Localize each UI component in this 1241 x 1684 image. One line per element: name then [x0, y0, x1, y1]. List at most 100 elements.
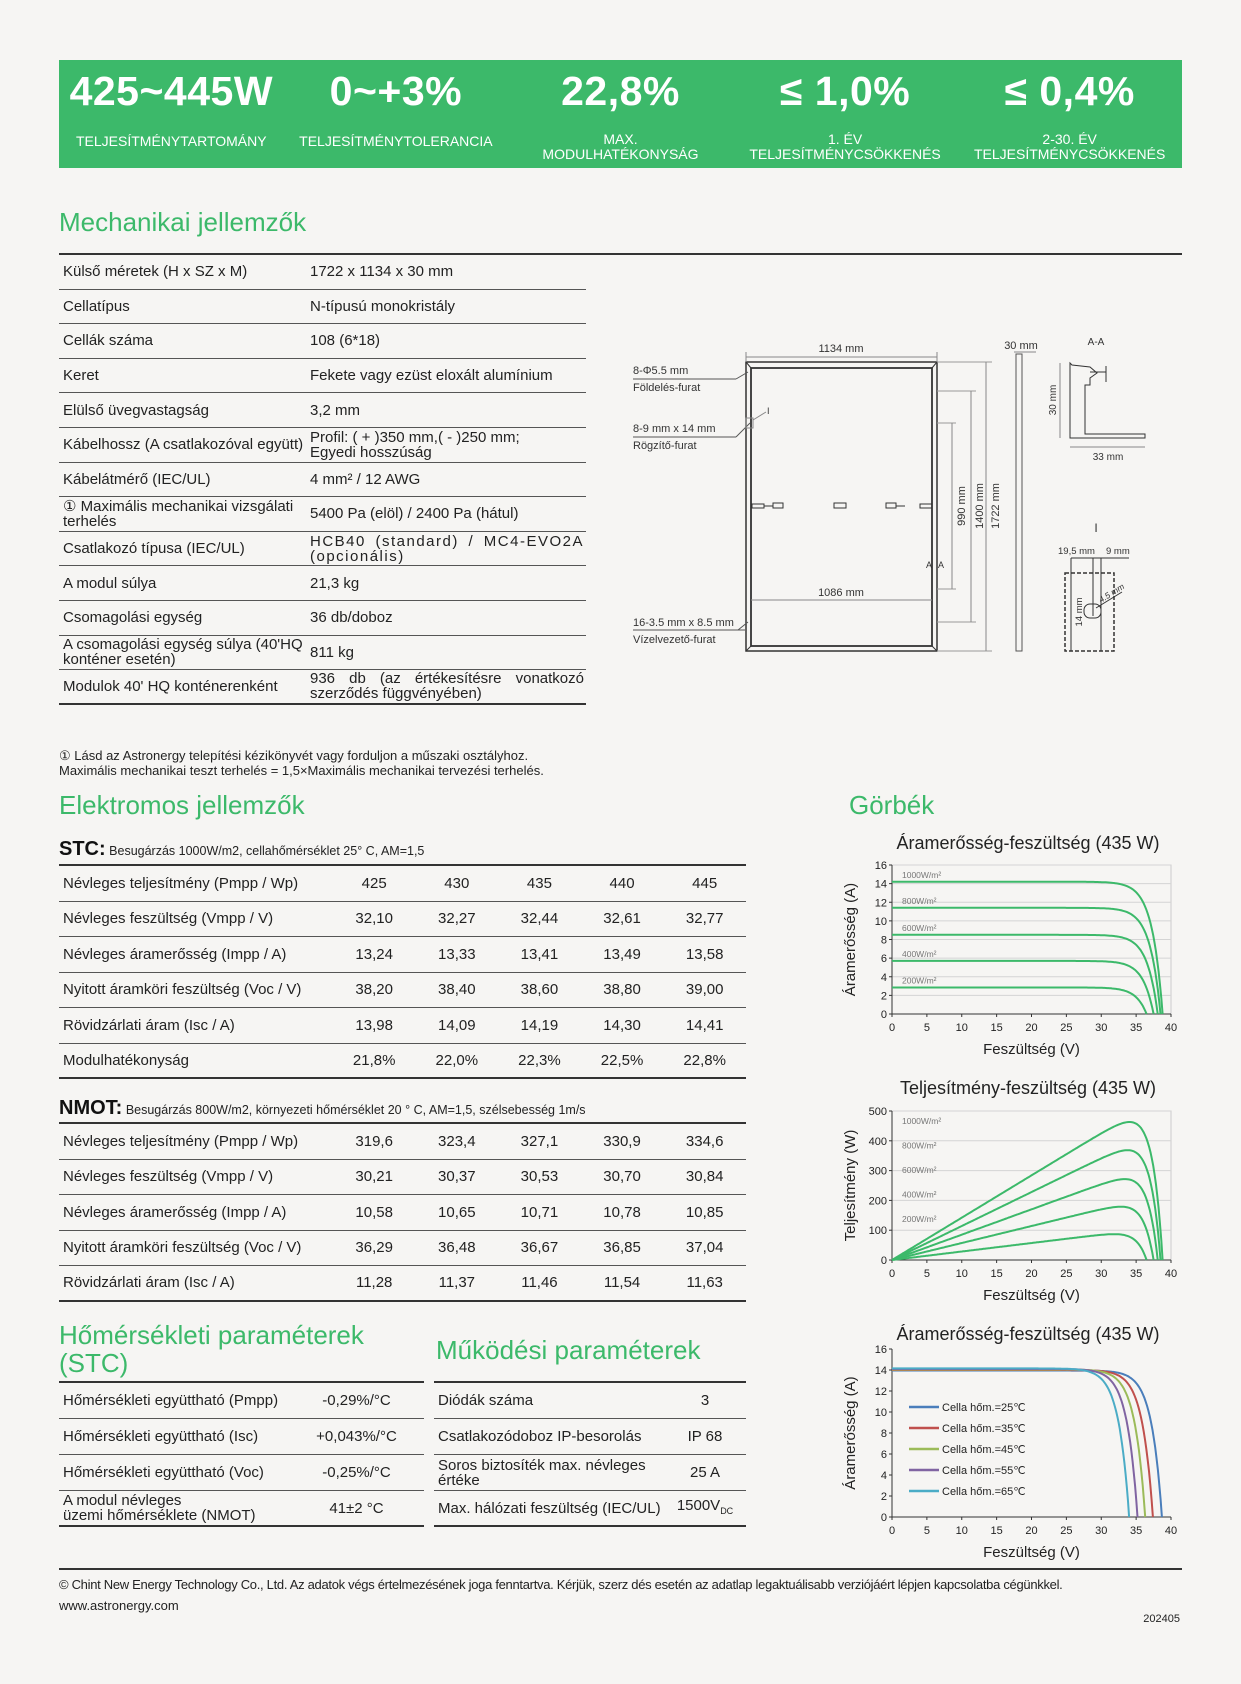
x-tick-label: 10	[956, 1525, 968, 1537]
section-height: 30 mm	[1048, 385, 1059, 416]
row-label: Soros biztosíték max. névleges értéke	[438, 1456, 646, 1489]
nmot-conditions: NMOT: Besugárzás 800W/m2, környezeti hőm…	[59, 1097, 586, 1120]
row-label: Névleges teljesítmény (Pmpp / Wp)	[63, 874, 299, 892]
value-text: 3	[700, 1392, 710, 1409]
row-label: Rövidzárlati áram (Isc / A)	[63, 1016, 235, 1034]
side-profile	[1015, 353, 1023, 652]
cell-value: 32,61	[603, 910, 641, 928]
row-value: N-típusú monokristály	[310, 297, 456, 315]
operating-table: Diódák száma 3 Csatlakozódoboz IP-besorolá…	[434, 1381, 746, 1527]
row-label: Nyitott áramköri feszültség (Voc / V)	[63, 1239, 302, 1257]
row-label: A modul súlya	[63, 574, 157, 592]
value-text: 25 A	[689, 1464, 721, 1481]
row-label: Modulhatékonyság	[63, 1051, 189, 1069]
legend-label: Cella hőm.=35℃	[942, 1423, 1026, 1435]
x-axis-label: Feszültség (V)	[983, 1287, 1080, 1304]
table-row: Hőmérsékleti együttható (Pmpp) -0,29%/°C	[59, 1383, 424, 1419]
cell-value: 32,44	[520, 910, 559, 928]
row-label: Csatlakozódoboz IP-besorolás	[438, 1428, 642, 1445]
row-label: Csatlakozó típusa (IEC/UL)	[63, 540, 245, 558]
kpi-3: ≤ 1,0% 1. ÉV TELJESÍTMÉNYCSÖKKENÉS	[733, 60, 958, 168]
dim-1400: 1400 mm	[974, 483, 986, 529]
cell-value: 32,77	[685, 910, 724, 928]
iv-irradiance-chart: 0 2 4 6 8 10 12 14 16 0 5 10 15 20 25 30 35 40 Feszültség …	[842, 860, 1177, 1058]
cell-value: 319,6	[355, 1132, 393, 1150]
row-label: A modul névleges üzemi hőmérséklete (NMO…	[63, 1492, 256, 1524]
cell-value: 445	[692, 874, 718, 892]
stc-label: STC:	[59, 838, 106, 860]
y-tick-label: 4	[881, 972, 887, 984]
x-tick-label: 35	[1130, 1022, 1142, 1034]
temperature-title-line1: Hőmérsékleti paraméterek	[59, 1320, 364, 1350]
table-row: A csomagolási egység súlya (40'HQ kontén…	[59, 636, 586, 671]
panel-inner-frame	[750, 367, 933, 647]
row-label: ① Maximális mechanikai vizsgálati terhel…	[63, 497, 294, 530]
table-row: ① Maximális mechanikai vizsgálati terhel…	[59, 497, 586, 532]
y-tick-label: 8	[881, 1428, 887, 1440]
legend-label: Cella hőm.=65℃	[942, 1486, 1026, 1498]
cell-value: 38,80	[603, 981, 641, 999]
y-tick-label: 16	[875, 860, 887, 872]
y-tick-label: 300	[869, 1166, 887, 1178]
table-row: Modulok 40' HQ konténerenként 936 db (az …	[59, 670, 586, 705]
table-row: Nyitott áramköri feszültség (Voc / V) 38,…	[59, 973, 746, 1008]
row-value: -0,29%/°C	[322, 1392, 391, 1409]
kpi-label: MAX. MODULHATÉKONYSÁG	[542, 131, 699, 162]
cell-value: 14,30	[603, 1016, 641, 1034]
x-axis-label: Feszültség (V)	[983, 1041, 1080, 1058]
row-label: Névleges áramerősség (Impp / A)	[63, 1203, 287, 1221]
row-label: Névleges feszültség (Vmpp / V)	[63, 1168, 274, 1186]
series-label: 800W/m²	[902, 1141, 937, 1151]
table-row: Rövidzárlati áram (Isc / A) 11,28 11,37 11,…	[59, 1266, 746, 1302]
series-label: 200W/m²	[902, 1214, 937, 1224]
y-tick-label: 12	[875, 1386, 887, 1398]
table-row: Névleges feszültség (Vmpp / V) 32,10 32,27…	[59, 902, 746, 937]
row-value: 21,3 kg	[310, 574, 360, 592]
series-label: 400W/m²	[902, 949, 937, 959]
row-value: 25 A	[664, 1465, 746, 1480]
cell-value: 13,41	[520, 945, 559, 963]
chart-2-title: Teljesítmény-feszültség (435 W)	[899, 1078, 1157, 1098]
y-tick-label: 0	[881, 1512, 887, 1524]
y-tick-label: 10	[875, 1407, 887, 1419]
table-row: Csomagolási egység 36 db/doboz	[59, 601, 586, 636]
dim-width: 1134 mm	[818, 343, 863, 355]
drain-hole-label: Vízelvezető-furat	[633, 634, 716, 646]
footer-website[interactable]: www.astronergy.com	[59, 1598, 179, 1613]
cell-value: 36,48	[438, 1239, 476, 1257]
kpi-value: ≤ 0,4%	[1004, 68, 1135, 114]
row-label: Hőmérsékleti együttható (Voc)	[63, 1464, 264, 1481]
detail-box	[1064, 572, 1115, 652]
y-tick-label: 400	[869, 1136, 887, 1148]
row-value: 811 kg	[310, 643, 354, 661]
x-tick-label: 0	[889, 1022, 895, 1034]
cell-value: 13,98	[355, 1016, 393, 1034]
table-row: Névleges áramerősség (Impp / A) 13,24 13,3…	[59, 937, 746, 973]
dim-inner-width: 1086 mm	[818, 587, 864, 599]
table-row: Diódák száma 3	[434, 1383, 746, 1419]
series-line	[892, 1367, 1131, 1518]
x-tick-label: 0	[889, 1525, 895, 1537]
table-row: Cellatípus N-típusú monokristály	[59, 290, 586, 325]
x-tick-label: 40	[1165, 1022, 1177, 1034]
row-label: A csomagolási egység súlya (40'HQ kontén…	[63, 636, 303, 669]
row-value: 36 db/doboz	[310, 609, 393, 627]
cell-value: 323,4	[438, 1132, 476, 1150]
x-tick-label: 25	[1060, 1525, 1072, 1537]
row-label: Névleges feszültség (Vmpp / V)	[63, 910, 274, 928]
row-label: Kábelátmérő (IEC/UL)	[63, 470, 211, 488]
footnote: ① Lásd az Astronergy telepítési kéziköny…	[59, 748, 544, 778]
cell-value: 38,60	[520, 981, 559, 999]
series-line	[892, 986, 1148, 1015]
section-width: 33 mm	[1093, 452, 1124, 463]
table-row: Hőmérsékleti együttható (Voc) -0,25%/°C	[59, 1455, 424, 1491]
y-tick-label: 4	[881, 1470, 887, 1482]
y-tick-label: 14	[875, 1365, 887, 1377]
x-tick-label: 30	[1095, 1268, 1107, 1280]
table-row: Csatlakozódoboz IP-besorolás IP 68	[434, 1419, 746, 1455]
cell-value: 11,46	[521, 1274, 558, 1292]
row-value: +0,043%/°C	[316, 1428, 397, 1445]
divider	[59, 253, 1182, 255]
cell-value: 39,00	[685, 981, 724, 999]
detail-dim-a: 19,5 mm	[1058, 546, 1095, 557]
